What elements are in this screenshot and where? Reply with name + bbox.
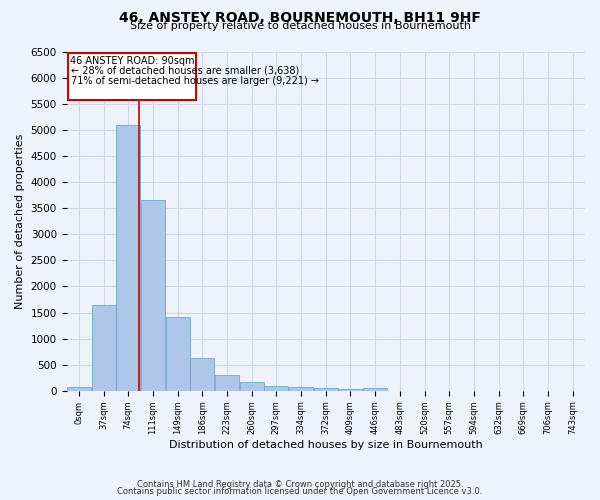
- FancyBboxPatch shape: [68, 52, 196, 100]
- Bar: [67, 387, 91, 391]
- Y-axis label: Number of detached properties: Number of detached properties: [15, 134, 25, 309]
- Text: Contains public sector information licensed under the Open Government Licence v3: Contains public sector information licen…: [118, 487, 482, 496]
- Bar: [116, 124, 140, 391]
- Bar: [141, 200, 165, 391]
- Text: Contains HM Land Registry data © Crown copyright and database right 2025.: Contains HM Land Registry data © Crown c…: [137, 480, 463, 489]
- Bar: [190, 358, 214, 391]
- Text: Size of property relative to detached houses in Bournemouth: Size of property relative to detached ho…: [130, 21, 470, 31]
- Bar: [338, 390, 362, 391]
- Text: 46, ANSTEY ROAD, BOURNEMOUTH, BH11 9HF: 46, ANSTEY ROAD, BOURNEMOUTH, BH11 9HF: [119, 11, 481, 25]
- Bar: [240, 382, 263, 391]
- Bar: [363, 388, 387, 391]
- Bar: [289, 387, 313, 391]
- Text: ← 28% of detached houses are smaller (3,638): ← 28% of detached houses are smaller (3,…: [71, 66, 299, 76]
- Bar: [92, 304, 116, 391]
- Bar: [265, 386, 289, 391]
- X-axis label: Distribution of detached houses by size in Bournemouth: Distribution of detached houses by size …: [169, 440, 482, 450]
- Bar: [314, 388, 338, 391]
- Text: 46 ANSTEY ROAD: 90sqm: 46 ANSTEY ROAD: 90sqm: [70, 56, 194, 66]
- Bar: [166, 316, 190, 391]
- Text: 71% of semi-detached houses are larger (9,221) →: 71% of semi-detached houses are larger (…: [71, 76, 319, 86]
- Bar: [215, 374, 239, 391]
